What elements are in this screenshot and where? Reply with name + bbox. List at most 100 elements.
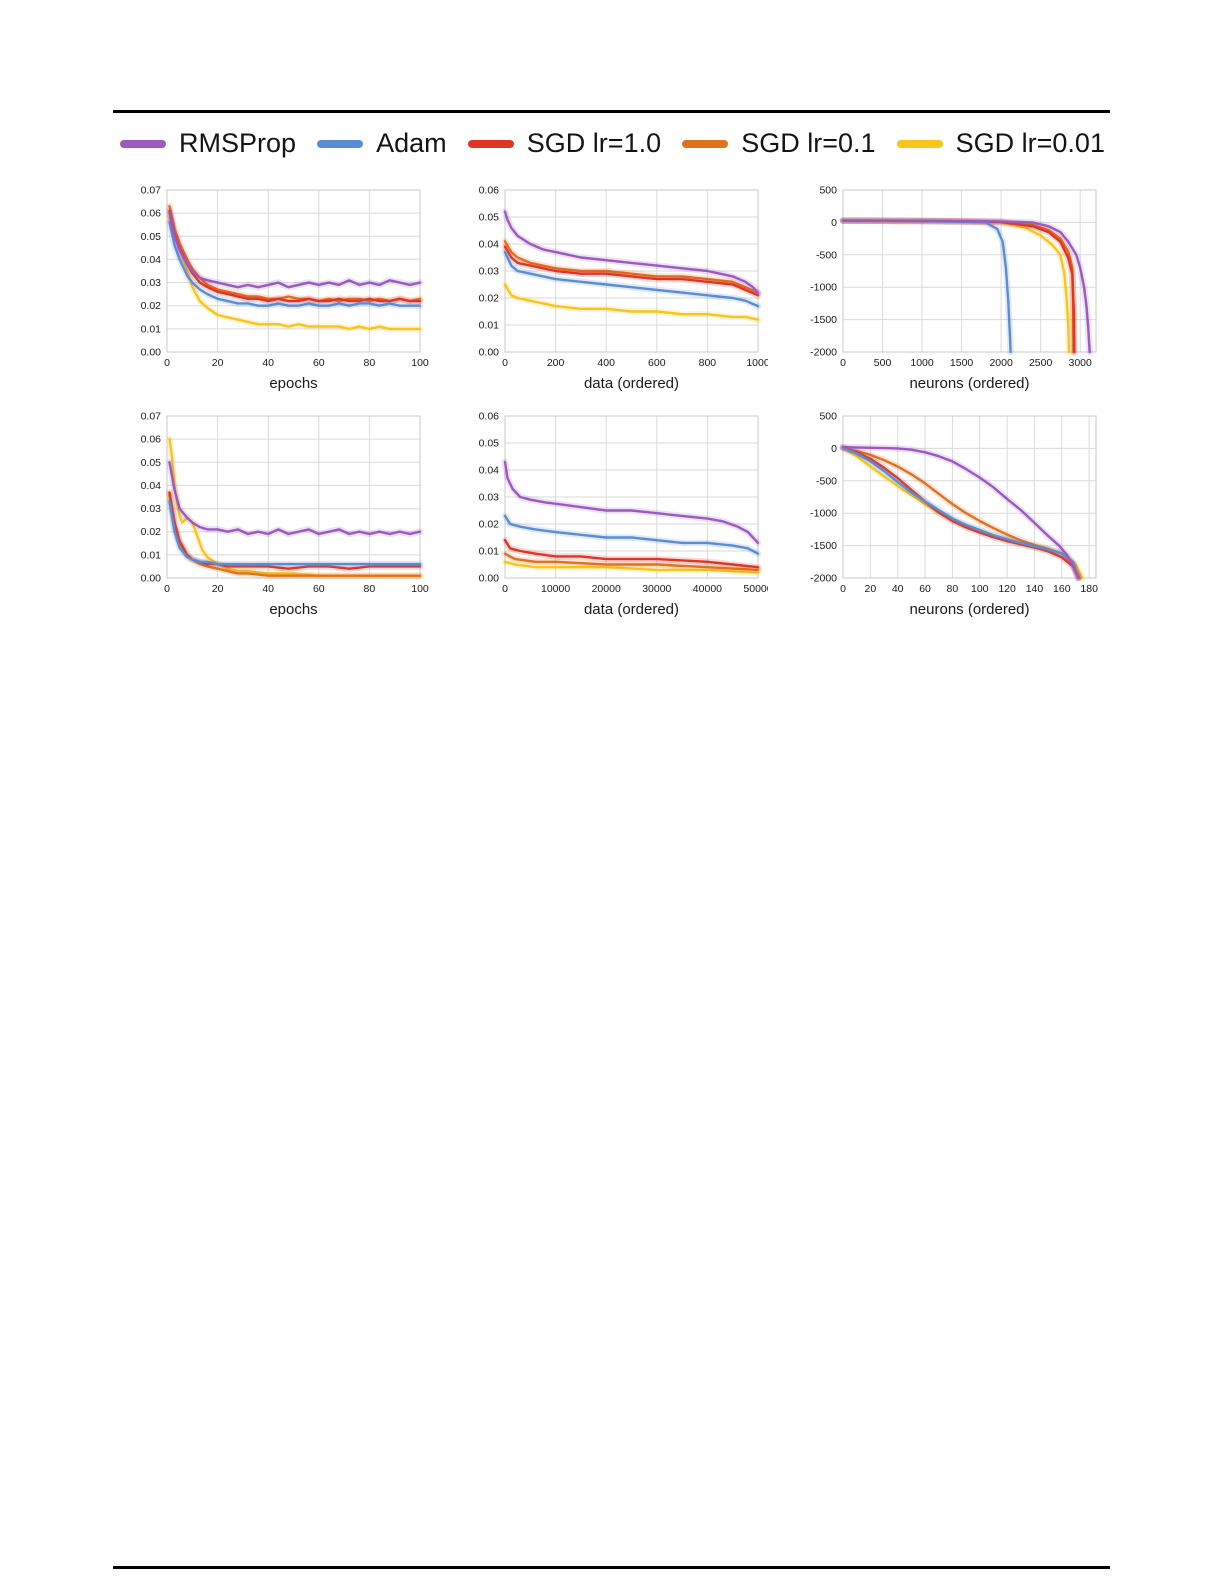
svg-text:160: 160	[1053, 583, 1071, 595]
x-axis-label: epochs	[269, 601, 317, 618]
svg-text:60: 60	[313, 357, 325, 369]
svg-text:0.04: 0.04	[479, 239, 500, 251]
svg-text:0.03: 0.03	[479, 266, 500, 278]
svg-text:0.06: 0.06	[141, 208, 162, 220]
svg-text:10000: 10000	[541, 583, 570, 595]
adam-line-swatch	[317, 139, 364, 148]
legend-item-sgd-lr001: SGD lr=0.01	[896, 128, 1105, 159]
x-axis-label: data (ordered)	[584, 601, 679, 618]
legend-label: Adam	[376, 128, 447, 158]
line-chart-svg: 0 20 40 60 80 100 0.00 0.01 0.02 0.03 0.04 0.05 0.06…	[141, 411, 429, 619]
svg-text:0.05: 0.05	[479, 438, 500, 450]
svg-text:-500: -500	[816, 475, 837, 487]
legend-item-sgd-lr01: SGD lr=0.1	[682, 128, 876, 159]
svg-text:0.04: 0.04	[141, 480, 162, 492]
svg-text:200: 200	[547, 357, 565, 369]
svg-text:0.06: 0.06	[479, 411, 500, 423]
svg-text:120: 120	[998, 583, 1016, 595]
svg-text:0.00: 0.00	[141, 573, 162, 585]
svg-text:100: 100	[411, 357, 429, 369]
sgd-lr001-line-swatch	[896, 139, 943, 148]
svg-text:-1000: -1000	[810, 508, 837, 520]
figure-legend: RMSProp Adam SGD lr=1.0 SGD lr=0.1 SGD l…	[120, 128, 1105, 159]
svg-text:1000: 1000	[910, 357, 934, 369]
legend-item-adam: Adam	[317, 128, 447, 159]
legend-label: SGD lr=1.0	[526, 128, 662, 158]
rmsprop-line-swatch	[120, 139, 166, 148]
svg-text:0: 0	[840, 357, 846, 369]
svg-text:0: 0	[840, 583, 846, 595]
svg-text:0.00: 0.00	[141, 347, 162, 359]
svg-text:40000: 40000	[693, 583, 722, 595]
svg-text:0.00: 0.00	[479, 573, 500, 585]
x-axis-label: data (ordered)	[584, 375, 679, 392]
svg-text:2500: 2500	[1029, 357, 1053, 369]
svg-text:-1500: -1500	[810, 314, 837, 326]
svg-text:0.01: 0.01	[479, 546, 500, 558]
svg-text:0.01: 0.01	[141, 323, 162, 335]
svg-text:0.02: 0.02	[479, 293, 500, 305]
svg-text:0.05: 0.05	[479, 212, 500, 224]
sgd-lr1-line-swatch	[467, 139, 514, 148]
chart-train-loss-epochs-row2: 0 20 40 60 80 100 0.00 0.01 0.02 0.03 0.04 0.05 0.06…	[120, 406, 430, 620]
svg-text:100: 100	[411, 583, 429, 595]
svg-text:80: 80	[364, 583, 376, 595]
svg-text:40: 40	[892, 583, 904, 595]
svg-text:0.01: 0.01	[479, 320, 500, 332]
svg-text:1000: 1000	[746, 357, 768, 369]
svg-text:0.02: 0.02	[479, 519, 500, 531]
svg-text:400: 400	[597, 357, 615, 369]
svg-text:40: 40	[262, 357, 274, 369]
svg-text:80: 80	[947, 583, 959, 595]
legend-label: SGD lr=0.1	[741, 128, 876, 158]
line-chart-svg: 0 20 40 60 80 100 120 140 160 180 -2000 -1500 -1000 -…	[810, 411, 1098, 619]
chart-neurons-ordered-row1: 0 500 1000 1500 2000 2500 3000 -2000 -1500 -1000 -…	[796, 180, 1106, 394]
svg-text:0.06: 0.06	[479, 185, 500, 197]
svg-text:0.03: 0.03	[141, 503, 162, 515]
chart-neurons-ordered-row2: 0 20 40 60 80 100 120 140 160 180 -2000 -1500 -1000 -…	[796, 406, 1106, 620]
svg-text:0.06: 0.06	[141, 434, 162, 446]
svg-text:0.03: 0.03	[141, 277, 162, 289]
svg-text:60: 60	[919, 583, 931, 595]
svg-text:2000: 2000	[989, 357, 1013, 369]
svg-text:0: 0	[164, 583, 170, 595]
svg-text:20: 20	[865, 583, 877, 595]
top-rule	[113, 110, 1110, 113]
svg-text:0: 0	[502, 357, 508, 369]
svg-text:0.07: 0.07	[141, 411, 162, 423]
sgd-lr01-line-swatch	[682, 139, 729, 148]
svg-text:0.02: 0.02	[141, 526, 162, 538]
svg-text:-2000: -2000	[810, 573, 837, 585]
line-chart-svg: 0 500 1000 1500 2000 2500 3000 -2000 -1500 -1000 -…	[810, 185, 1097, 392]
svg-text:20: 20	[212, 583, 224, 595]
svg-text:0.05: 0.05	[141, 231, 162, 243]
svg-text:-2000: -2000	[810, 347, 837, 359]
svg-text:80: 80	[364, 357, 376, 369]
svg-text:500: 500	[819, 185, 837, 197]
svg-text:0.00: 0.00	[479, 347, 500, 359]
svg-text:20: 20	[212, 357, 224, 369]
svg-text:0.07: 0.07	[141, 185, 162, 197]
svg-text:0: 0	[164, 357, 170, 369]
legend-label: RMSProp	[179, 128, 297, 158]
svg-text:-1000: -1000	[810, 282, 837, 294]
legend-label: SGD lr=0.01	[955, 128, 1105, 158]
svg-text:0.01: 0.01	[141, 549, 162, 561]
svg-text:0.04: 0.04	[479, 465, 500, 477]
svg-text:-1500: -1500	[810, 540, 837, 552]
svg-text:100: 100	[971, 583, 989, 595]
svg-text:0.05: 0.05	[141, 457, 162, 469]
svg-text:3000: 3000	[1069, 357, 1093, 369]
svg-text:500: 500	[874, 357, 892, 369]
x-axis-label: neurons (ordered)	[909, 601, 1029, 618]
bottom-rule	[113, 1566, 1110, 1569]
svg-text:0: 0	[831, 217, 837, 229]
svg-text:-500: -500	[816, 249, 837, 261]
svg-text:30000: 30000	[642, 583, 671, 595]
svg-text:180: 180	[1080, 583, 1098, 595]
svg-text:500: 500	[819, 411, 837, 423]
